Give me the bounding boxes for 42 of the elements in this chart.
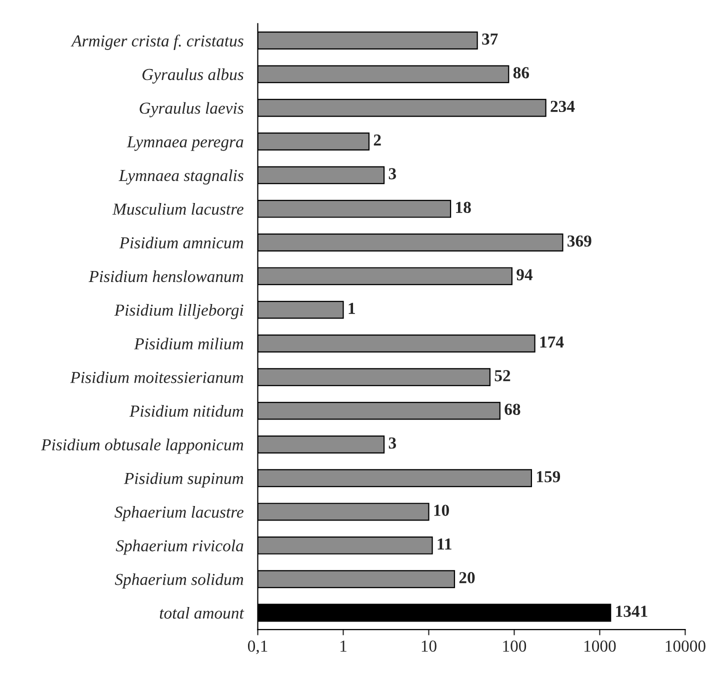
y-tick-label: Pisidium moitessierianum: [70, 371, 244, 384]
data-label: 94: [516, 269, 532, 280]
data-label: 2: [374, 134, 381, 146]
x-tick-label: 1: [340, 640, 346, 652]
x-tick-label: 10000: [666, 640, 706, 652]
y-tick-label: Pisidium henslowanum: [88, 270, 244, 282]
data-label: 234: [550, 100, 575, 112]
x-tick-label: 10: [422, 640, 436, 652]
y-tick-label: Armiger crista f. cristatus: [70, 34, 244, 50]
x-tick-label: 100: [503, 640, 526, 652]
y-tick-label: Gyraulus albus: [142, 68, 244, 84]
y-tick-label: Pisidium supinum: [124, 472, 244, 488]
data-label: 68: [504, 404, 520, 415]
y-tick-label: Pisidium milium: [134, 338, 244, 350]
data-label: 10: [434, 504, 449, 516]
data-label: 86: [513, 67, 530, 78]
y-tick-label: Pisidium lilljeborgi: [114, 304, 244, 320]
y-tick-label: Sphaerium lacustre: [114, 506, 244, 522]
data-label: 3: [388, 168, 396, 180]
data-label: 52: [494, 370, 510, 382]
y-tick-label: Sphaerium rivicola: [116, 540, 244, 555]
data-label: 20: [459, 572, 475, 584]
data-label: 174: [540, 336, 564, 348]
data-label: 1: [348, 302, 355, 314]
data-label: 18: [456, 202, 471, 214]
y-tick-label: Pisidium obtusale lapponicum: [41, 438, 244, 454]
x-tick-label: 0,1: [248, 640, 268, 654]
data-label: 1341: [616, 606, 648, 617]
data-label: 3: [388, 437, 396, 449]
y-tick-label: Musculium lacustre: [112, 203, 244, 215]
data-label: 159: [536, 471, 560, 482]
data-label: 37: [482, 33, 498, 45]
x-tick-label: 1000: [584, 640, 616, 652]
data-label: 11: [438, 538, 452, 550]
y-tick-label: total amount: [160, 606, 244, 619]
data-label: 369: [568, 235, 592, 247]
y-tick-label: Pisidium nitidum: [129, 405, 244, 417]
y-tick-label: Sphaerium solidum: [114, 573, 244, 588]
y-tick-label: Lymnaea peregra: [126, 136, 244, 151]
y-tick-label: Gyraulus laevis: [140, 102, 244, 118]
y-tick-label: Lymnaea stagnalis: [118, 169, 244, 185]
y-tick-label: Pisidium amnicum: [119, 236, 244, 248]
